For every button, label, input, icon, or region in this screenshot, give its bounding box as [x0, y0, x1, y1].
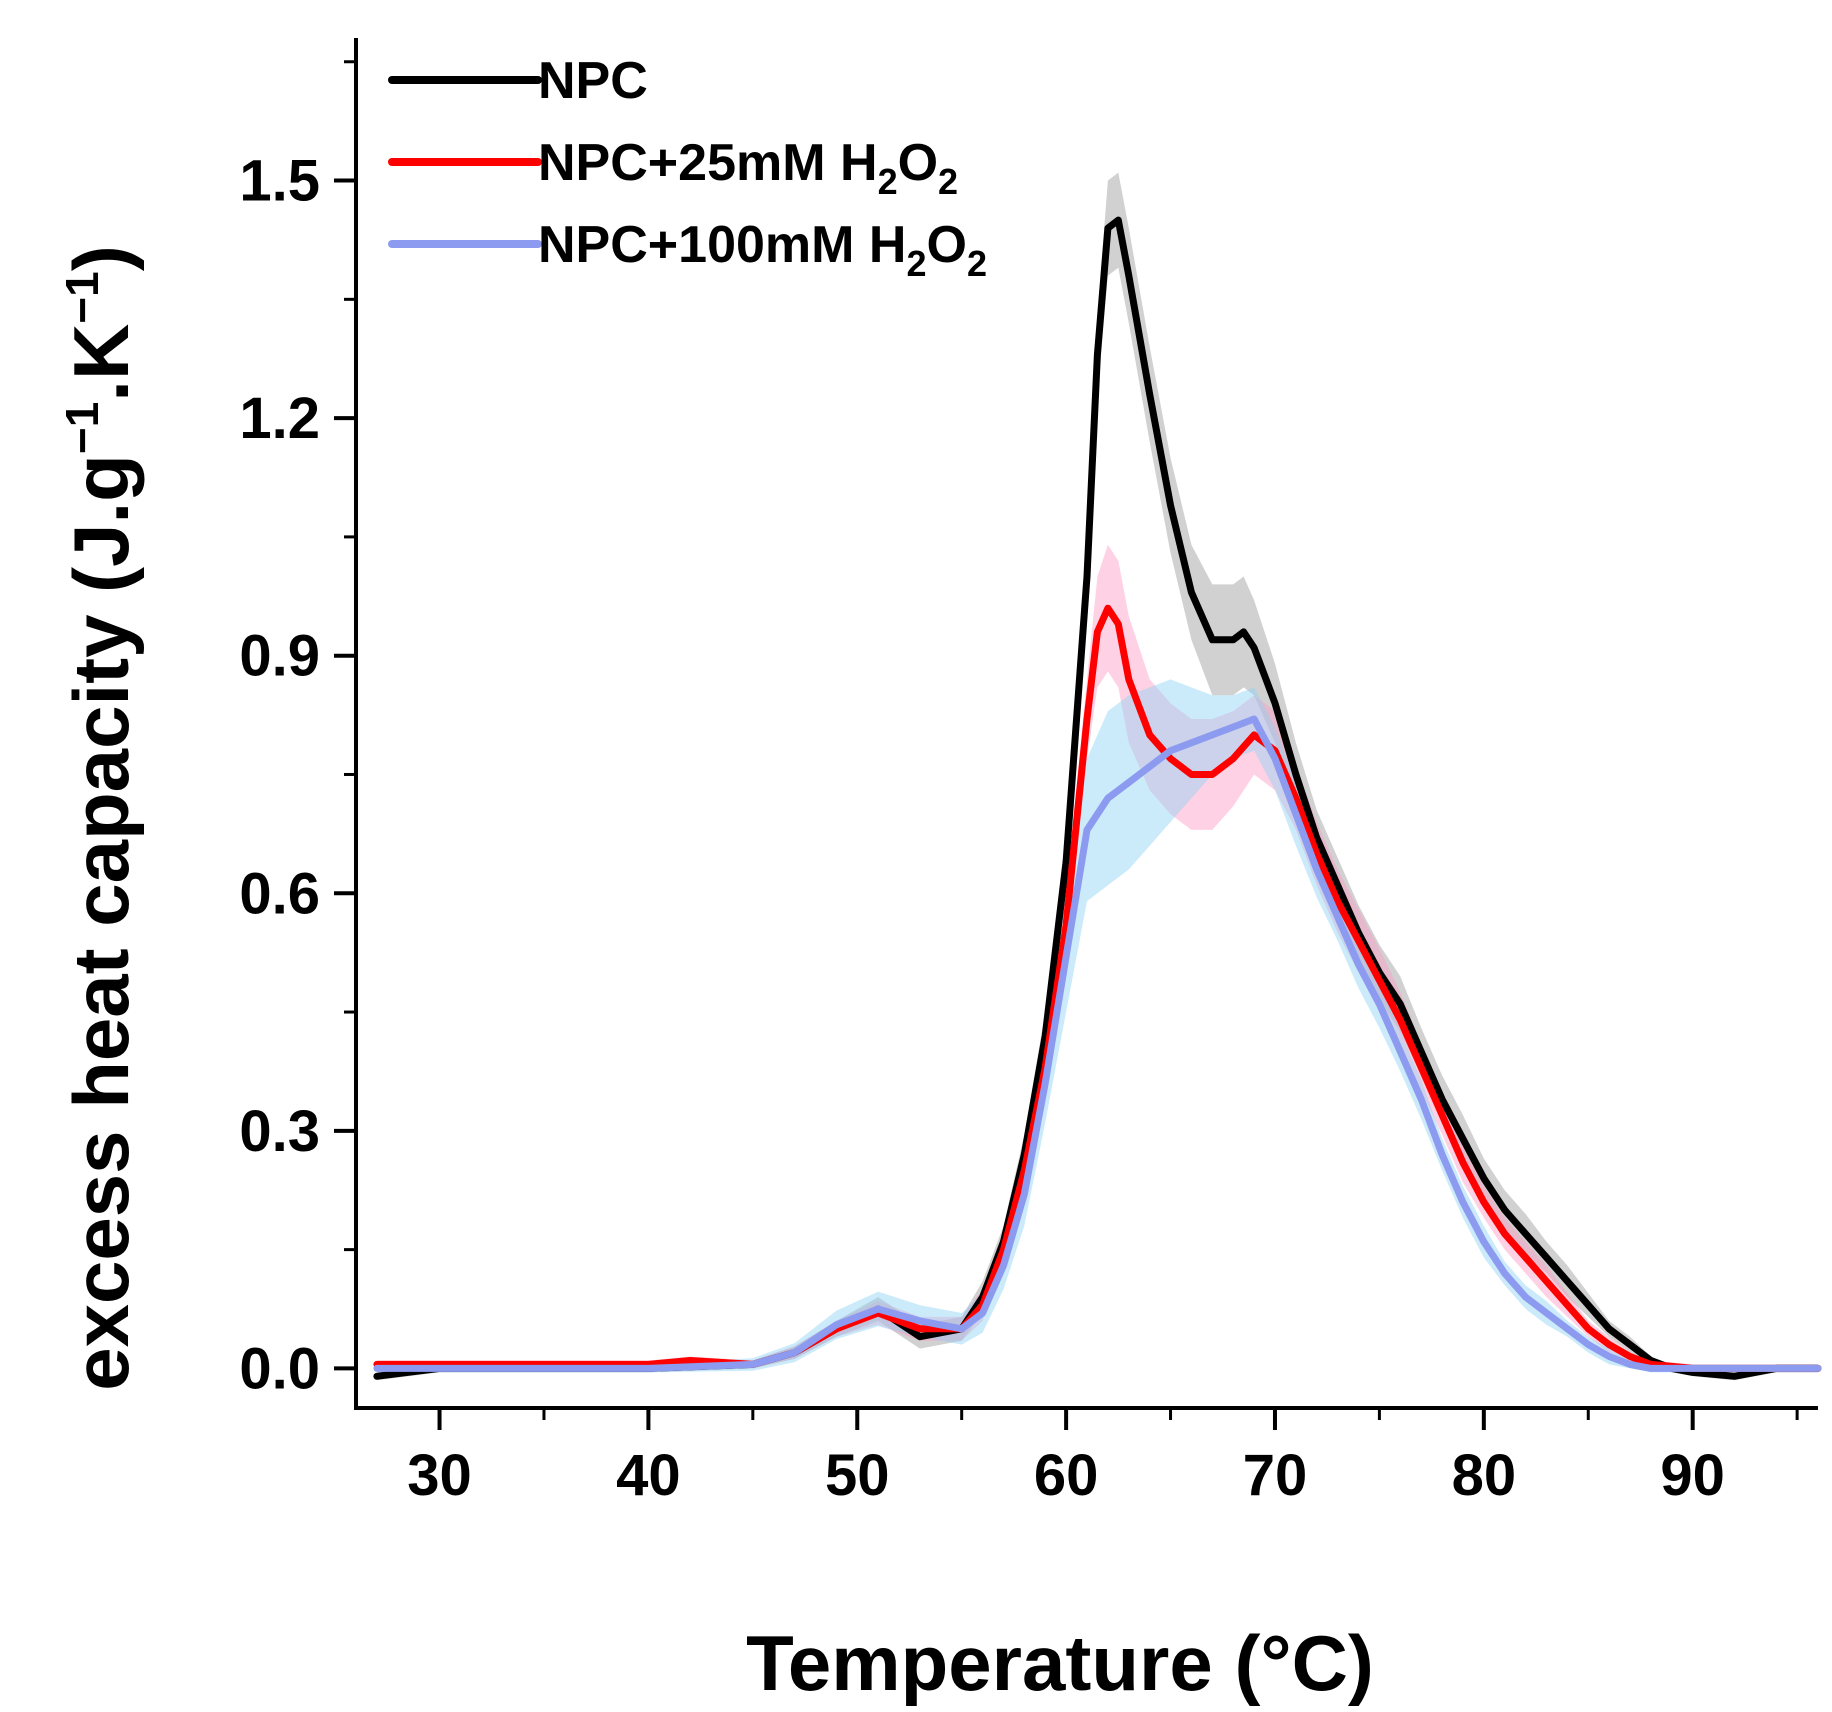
- axes: [334, 38, 1818, 1430]
- y-tick-label-0-6: 0.6: [239, 861, 320, 926]
- legend-label-part-npc-100mm-h2o2-3: 2: [967, 243, 987, 284]
- y-axis-title: excess heat capacity (J.g−1.K−1): [56, 245, 145, 1390]
- legend-label-part-npc-0: NPC: [538, 52, 648, 110]
- x-tick-label-70: 70: [1243, 1443, 1308, 1508]
- legend-label-part-npc-100mm-h2o2-2: O: [927, 216, 967, 274]
- y-axis-title-end: ): [57, 245, 145, 271]
- x-tick-label-40: 40: [616, 1443, 681, 1508]
- y-tick-label-0-3: 0.3: [239, 1099, 320, 1164]
- legend-label-part-npc-25mm-h2o2-3: 2: [938, 161, 958, 202]
- x-tick-label-60: 60: [1034, 1443, 1099, 1508]
- y-axis-title-mid: .K: [57, 324, 145, 402]
- y-tick-label-1-2: 1.2: [239, 386, 320, 451]
- legend-label-part-npc-25mm-h2o2-1: 2: [878, 161, 898, 202]
- y-tick-label-0-9: 0.9: [239, 624, 320, 689]
- y-tick-label-0: 0.0: [239, 1336, 320, 1401]
- tick-labels: 30 40 50 60 70 80 90 0.0 0.3 0.6 0.9 1.2 1.5: [239, 149, 1725, 1508]
- x-tick-label-30: 30: [407, 1443, 472, 1508]
- legend-label-part-npc-25mm-h2o2-0: NPC+25mM H: [538, 134, 878, 192]
- series-line-npc: [373, 216, 1822, 1380]
- y-tick-label-1-5: 1.5: [239, 149, 320, 214]
- x-axis-title: Temperature (°C): [746, 1619, 1374, 1707]
- legend-label-part-npc-100mm-h2o2-1: 2: [906, 243, 926, 284]
- legend-label-npc: NPC: [538, 52, 648, 110]
- legend-label-npc-100mm-h2o2: NPC+100mM H2O2: [538, 216, 987, 284]
- x-tick-label-50: 50: [825, 1443, 890, 1508]
- y-axis-title-main: excess heat capacity (J.g: [57, 454, 145, 1391]
- series-line-npc-100mm-h2o2: [373, 715, 1822, 1372]
- legend-label-part-npc-25mm-h2o2-2: O: [898, 134, 938, 192]
- series-line-npc-25mm-h2o2: [373, 604, 1822, 1372]
- legend-label-npc-25mm-h2o2: NPC+25mM H2O2: [538, 134, 958, 202]
- legend-label-part-npc-100mm-h2o2-0: NPC+100mM H: [538, 216, 906, 274]
- error-band-npc-100mm-h2o2: [376, 679, 1818, 1373]
- y-axis-title-sup1: −1: [56, 402, 108, 454]
- x-tick-label-80: 80: [1452, 1443, 1517, 1508]
- error-band-npc-25mm-h2o2: [376, 544, 1818, 1373]
- error-bands: [376, 172, 1818, 1381]
- x-tick-label-90: 90: [1660, 1443, 1725, 1508]
- y-axis-title-sup2: −1: [56, 271, 108, 323]
- series-lines: [373, 216, 1822, 1380]
